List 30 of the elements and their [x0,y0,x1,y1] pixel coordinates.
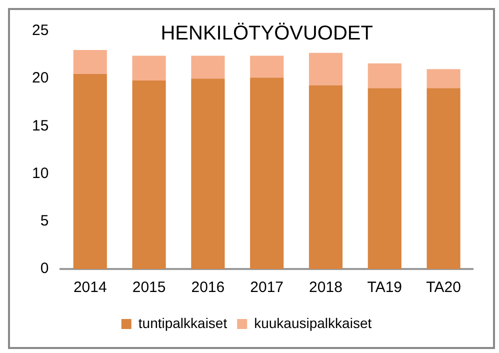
bar [308,85,343,269]
x-tick-label: 2017 [250,279,284,296]
bar [191,56,225,79]
x-tick-label: TA20 [426,279,461,296]
chart-title: HENKILÖTYÖVUODET [160,22,373,45]
bar [308,52,343,86]
bar [426,88,460,269]
legend-label: kuukausipalkkaiset [254,314,372,331]
bar [426,69,460,88]
bar [73,74,107,269]
x-tick-label: TA19 [367,279,402,296]
y-tick-label: 10 [32,164,49,182]
y-tick-label: 15 [32,117,49,134]
bar [368,88,402,269]
x-tick-label: 2018 [309,279,342,296]
bar [250,78,284,269]
x-tick-label: 2015 [132,279,166,296]
y-tick-label: 20 [32,70,49,87]
bar [132,80,166,269]
y-tick-label: 5 [40,212,49,230]
bar [368,63,402,88]
bar [250,56,284,78]
x-tick-label: 2016 [191,279,225,296]
legend-label: tuntipalkkaiset [138,314,228,331]
x-tick-label: 2014 [73,279,107,296]
bar [73,50,107,74]
bar [132,56,166,81]
y-tick-label: 25 [32,22,49,40]
y-tick-label: 0 [40,260,49,278]
bar [191,78,225,269]
